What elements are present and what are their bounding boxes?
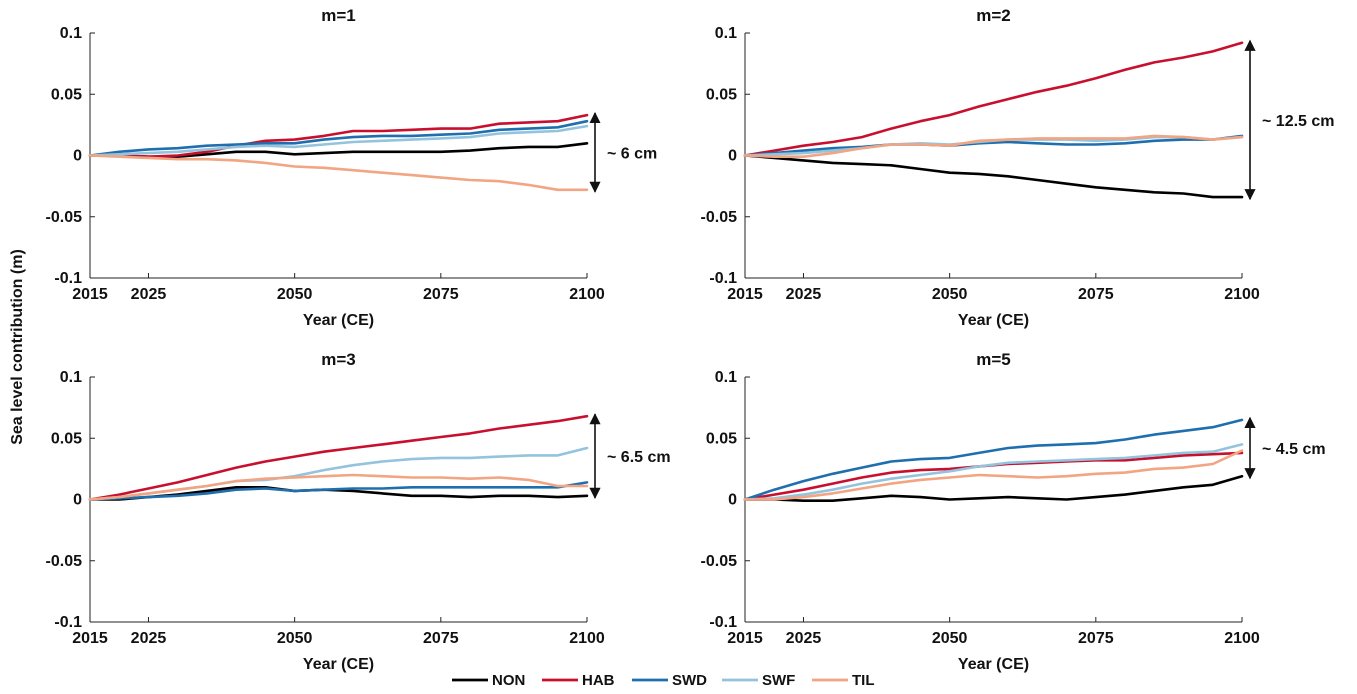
range-annotation: ~ 6 cm: [607, 145, 657, 162]
panel-4: -0.1 -0.05 0 0.05 0.1 2015 2025 2050 2075 2100 m=5…: [701, 350, 1326, 673]
x-tick-label: 2050: [277, 286, 313, 303]
x-tick-label: 2015: [727, 630, 763, 647]
x-tick-label: 2075: [1078, 286, 1114, 303]
legend-item-non: NON: [452, 672, 525, 689]
series-line-til: [743, 449, 1244, 501]
x-tick-label: 2050: [932, 630, 968, 647]
x-axis-label: Year (CE): [958, 656, 1029, 673]
x-tick-label: 2100: [1224, 286, 1260, 303]
panel-title: m=1: [321, 6, 356, 25]
series-line-hab: [88, 113, 589, 158]
y-tick-label: -0.05: [701, 553, 738, 570]
x-tick-label: 2075: [423, 630, 459, 647]
series-line-til: [88, 154, 589, 192]
y-tick-label: -0.05: [701, 209, 738, 226]
y-tick-label: -0.05: [46, 553, 83, 570]
series-line-swd: [88, 119, 589, 157]
series-line-hab: [743, 41, 1244, 157]
series-line-til: [743, 134, 1244, 158]
y-tick-label: 0.05: [706, 430, 737, 447]
x-tick-label: 2015: [72, 286, 108, 303]
y-tick-label: -0.05: [46, 209, 83, 226]
legend-item-til: TIL: [812, 672, 875, 689]
figure-ylabel: Sea level contribution (m): [9, 249, 26, 445]
panel-2: -0.1 -0.05 0 0.05 0.1 2015 2025 2050 2075 2100 m=2…: [701, 6, 1335, 329]
y-tick-label: 0: [73, 148, 82, 165]
legend-item-hab: HAB: [542, 672, 615, 689]
x-tick-label: 2015: [72, 630, 108, 647]
x-tick-label: 2025: [786, 286, 822, 303]
x-axis-label: Year (CE): [303, 656, 374, 673]
panel-title: m=2: [976, 6, 1011, 25]
series-line-til: [88, 473, 589, 501]
legend-label: TIL: [852, 672, 875, 689]
x-tick-label: 2050: [932, 286, 968, 303]
y-tick-label: 0.1: [60, 369, 82, 386]
x-tick-label: 2025: [131, 630, 167, 647]
panel-title: m=3: [321, 350, 356, 369]
range-annotation: ~ 4.5 cm: [1262, 441, 1326, 458]
series-line-swf: [743, 443, 1244, 501]
panel-3: -0.1 -0.05 0 0.05 0.1 2015 2025 2050 2075 2100 m=3…: [46, 350, 671, 673]
series-line-swf: [88, 124, 589, 157]
series-line-swd: [743, 418, 1244, 501]
legend-item-swf: SWF: [722, 672, 795, 689]
y-tick-label: 0: [728, 148, 737, 165]
y-tick-label: 0.05: [51, 430, 82, 447]
y-tick-label: 0.1: [60, 25, 82, 42]
series-line-non: [743, 474, 1244, 503]
y-tick-label: 0: [73, 492, 82, 509]
legend: NON HAB SWD SWF TIL: [452, 672, 875, 689]
panel-1: -0.1 -0.05 0 0.05 0.1 2015 2025 2050 2075 2100 m=1…: [46, 6, 658, 329]
legend-label: SWD: [672, 672, 707, 689]
x-tick-label: 2100: [1224, 630, 1260, 647]
range-annotation: ~ 12.5 cm: [1262, 113, 1335, 130]
y-tick-label: -0.1: [54, 614, 82, 631]
y-tick-label: 0.1: [715, 25, 737, 42]
legend-label: NON: [492, 672, 525, 689]
y-tick-label: -0.1: [54, 270, 82, 287]
y-tick-label: -0.1: [709, 270, 737, 287]
x-tick-label: 2075: [423, 286, 459, 303]
x-tick-label: 2075: [1078, 630, 1114, 647]
x-tick-label: 2050: [277, 630, 313, 647]
series-line-swd: [88, 481, 589, 501]
range-annotation: ~ 6.5 cm: [607, 449, 671, 466]
legend-label: SWF: [762, 672, 795, 689]
y-tick-label: -0.1: [709, 614, 737, 631]
series-line-non: [743, 154, 1244, 199]
legend-item-swd: SWD: [632, 672, 707, 689]
x-axis-label: Year (CE): [958, 312, 1029, 329]
y-tick-label: 0.05: [51, 86, 82, 103]
y-tick-label: 0.05: [706, 86, 737, 103]
x-tick-label: 2100: [569, 286, 605, 303]
legend-label: HAB: [582, 672, 615, 689]
y-tick-label: 0: [728, 492, 737, 509]
series-line-swd: [743, 134, 1244, 157]
y-tick-label: 0.1: [715, 369, 737, 386]
panel-title: m=5: [976, 350, 1011, 369]
x-axis-label: Year (CE): [303, 312, 374, 329]
series-line-hab: [88, 414, 589, 501]
x-tick-label: 2015: [727, 286, 763, 303]
x-tick-label: 2025: [786, 630, 822, 647]
x-tick-label: 2025: [131, 286, 167, 303]
x-tick-label: 2100: [569, 630, 605, 647]
